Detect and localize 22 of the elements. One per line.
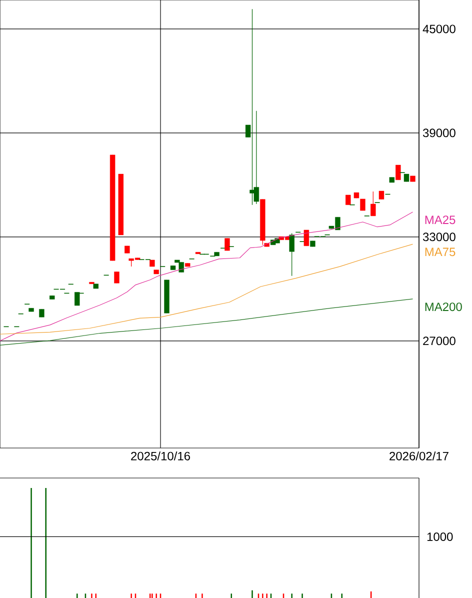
series-label: MA75 bbox=[425, 248, 456, 256]
x-tick-label: 2025/10/16 bbox=[131, 452, 190, 460]
line-series bbox=[0, 244, 414, 334]
y-tick-label: 27000 bbox=[423, 336, 456, 346]
candlestick bbox=[224, 238, 230, 251]
candlestick bbox=[114, 271, 120, 284]
series-label: MA25 bbox=[425, 216, 456, 224]
candlestick bbox=[346, 194, 351, 206]
x-tick-label: 2026/02/17 bbox=[390, 452, 448, 460]
candlestick bbox=[289, 232, 294, 276]
candlestick bbox=[396, 164, 401, 180]
y-tick-label: 39000 bbox=[422, 128, 456, 138]
text: 1000 bbox=[427, 532, 453, 541]
candlestick bbox=[304, 230, 310, 246]
candlestick bbox=[370, 191, 376, 216]
y-tick-label: 45000 bbox=[422, 24, 456, 34]
line-series bbox=[0, 212, 414, 342]
line-series bbox=[0, 298, 414, 346]
candlestick bbox=[360, 198, 366, 211]
series-label: MA200 bbox=[425, 302, 462, 312]
candlestick bbox=[74, 292, 80, 306]
y-tick-label: 33000 bbox=[422, 232, 456, 242]
